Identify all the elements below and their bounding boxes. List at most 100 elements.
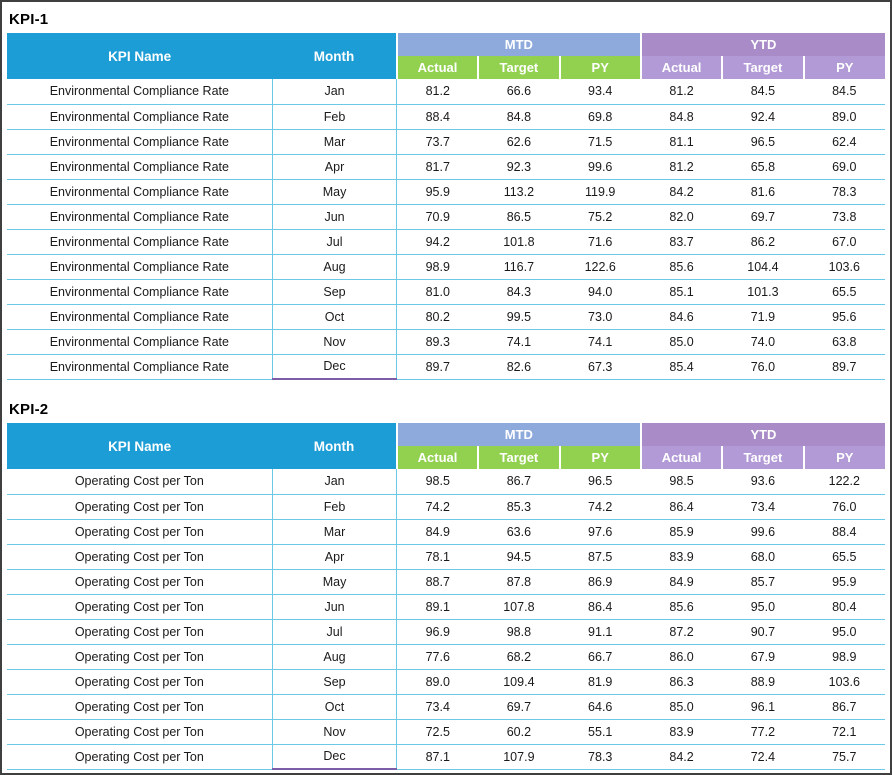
table-row: Environmental Compliance Rate Oct 80.2 99.5… — [7, 304, 885, 330]
kpi-table-1-body: Environmental Compliance Rate Jan 81.2 66.6… — [7, 79, 885, 380]
ytd-actual-cell: 83.9 — [640, 544, 723, 570]
table-gap — [7, 380, 885, 394]
ytd-py-cell: 78.3 — [803, 179, 885, 205]
table-row: Operating Cost per Ton Jul 96.9 98.8 91.1 87.… — [7, 619, 885, 645]
mtd-actual-cell: 89.1 — [396, 594, 479, 620]
mtd-actual-cell: 74.2 — [396, 494, 479, 520]
ytd-actual-cell: 85.0 — [640, 694, 723, 720]
month-cell: Jun — [272, 204, 398, 230]
ytd-target-cell: 101.3 — [722, 279, 804, 305]
ytd-py-cell: 84.5 — [803, 79, 885, 105]
table-row: Environmental Compliance Rate May 95.9 113.… — [7, 179, 885, 205]
mtd-actual-cell: 87.1 — [396, 744, 479, 770]
month-cell: May — [272, 179, 398, 205]
ytd-group-header: YTD — [639, 423, 885, 446]
ytd-target-cell: 76.0 — [722, 354, 804, 380]
ytd-py-cell: 89.7 — [803, 354, 885, 380]
mtd-actual-cell: 98.9 — [396, 254, 479, 280]
mtd-py-cell: 96.5 — [559, 469, 641, 495]
ytd-target-cell: 84.5 — [722, 79, 804, 105]
table-row: Operating Cost per Ton Dec 87.1 107.9 78.3 84… — [7, 744, 885, 770]
mtd-py-cell: 87.5 — [559, 544, 641, 570]
mtd-py-cell: 73.0 — [559, 304, 641, 330]
table-row: Operating Cost per Ton Jun 89.1 107.8 86.4 85… — [7, 594, 885, 620]
ytd-actual-cell: 84.2 — [640, 744, 723, 770]
mtd-py-cell: 78.3 — [559, 744, 641, 770]
ytd-py-cell: 89.0 — [803, 104, 885, 130]
ytd-actual-cell: 84.6 — [640, 304, 723, 330]
kpi-name-cell: Environmental Compliance Rate — [7, 354, 273, 380]
ytd-target-cell: 74.0 — [722, 329, 804, 355]
table-row: Operating Cost per Ton Nov 72.5 60.2 55.1 83.… — [7, 719, 885, 745]
mtd-py-cell: 71.5 — [559, 129, 641, 155]
kpi-name-cell: Environmental Compliance Rate — [7, 204, 273, 230]
mtd-actual-cell: 81.0 — [396, 279, 479, 305]
ytd-target-cell: 86.2 — [722, 229, 804, 255]
month-cell: Jan — [272, 79, 398, 105]
kpi-name-cell: Operating Cost per Ton — [7, 619, 273, 645]
ytd-actual-cell: 85.1 — [640, 279, 723, 305]
table-row: Environmental Compliance Rate Feb 88.4 84.8… — [7, 104, 885, 130]
ytd-target-cell: 90.7 — [722, 619, 804, 645]
month-cell: Oct — [272, 694, 398, 720]
ytd-actual-cell: 85.0 — [640, 329, 723, 355]
ytd-target-cell: 65.8 — [722, 154, 804, 180]
table-row: Environmental Compliance Rate Dec 89.7 82.6… — [7, 354, 885, 380]
mtd-actual-cell: 98.5 — [396, 469, 479, 495]
mtd-actual-cell: 89.0 — [396, 669, 479, 695]
table-row: Environmental Compliance Rate Nov 89.3 74.1… — [7, 329, 885, 355]
mtd-actual-cell: 89.7 — [396, 354, 479, 380]
mtd-actual-cell: 88.7 — [396, 569, 479, 595]
kpi-name-cell: Environmental Compliance Rate — [7, 154, 273, 180]
mtd-actual-cell: 73.4 — [396, 694, 479, 720]
ytd-actual-cell: 86.0 — [640, 644, 723, 670]
table-row: Operating Cost per Ton Oct 73.4 69.7 64.6 85.… — [7, 694, 885, 720]
ytd-py-cell: 95.0 — [803, 619, 885, 645]
ytd-py-cell: 122.2 — [803, 469, 885, 495]
mtd-actual-cell: 94.2 — [396, 229, 479, 255]
kpi-name-cell: Operating Cost per Ton — [7, 519, 273, 545]
ytd-target-header: Target — [721, 446, 804, 469]
kpi-name-cell: Environmental Compliance Rate — [7, 279, 273, 305]
mtd-py-header: PY — [558, 446, 641, 469]
ytd-group-header: YTD — [639, 33, 885, 56]
mtd-py-cell: 93.4 — [559, 79, 641, 105]
mtd-target-cell: 116.7 — [478, 254, 560, 280]
ytd-target-cell: 96.5 — [722, 129, 804, 155]
ytd-py-cell: 103.6 — [803, 669, 885, 695]
ytd-actual-cell: 85.6 — [640, 254, 723, 280]
table-row: Operating Cost per Ton Feb 74.2 85.3 74.2 86.… — [7, 494, 885, 520]
mtd-py-cell: 75.2 — [559, 204, 641, 230]
mtd-target-cell: 82.6 — [478, 354, 560, 380]
kpi-name-cell: Operating Cost per Ton — [7, 569, 273, 595]
mtd-actual-cell: 88.4 — [396, 104, 479, 130]
kpi-name-cell: Environmental Compliance Rate — [7, 179, 273, 205]
ytd-target-cell: 72.4 — [722, 744, 804, 770]
table-row: Environmental Compliance Rate Jan 81.2 66.6… — [7, 79, 885, 105]
month-cell: Nov — [272, 329, 398, 355]
mtd-py-cell: 99.6 — [559, 154, 641, 180]
mtd-py-cell: 55.1 — [559, 719, 641, 745]
table-row: Environmental Compliance Rate Sep 81.0 84.3… — [7, 279, 885, 305]
ytd-target-cell: 88.9 — [722, 669, 804, 695]
ytd-py-cell: 88.4 — [803, 519, 885, 545]
mtd-py-cell: 81.9 — [559, 669, 641, 695]
month-header: Month — [272, 33, 397, 79]
month-cell: Aug — [272, 254, 398, 280]
mtd-py-cell: 94.0 — [559, 279, 641, 305]
kpi-table-1: KPI Name Month MTD YTD Actual Target PY … — [7, 33, 885, 380]
ytd-actual-cell: 83.9 — [640, 719, 723, 745]
mtd-actual-cell: 81.7 — [396, 154, 479, 180]
mtd-target-cell: 94.5 — [478, 544, 560, 570]
ytd-target-cell: 93.6 — [722, 469, 804, 495]
mtd-py-cell: 74.2 — [559, 494, 641, 520]
month-cell: Sep — [272, 669, 398, 695]
month-cell: Oct — [272, 304, 398, 330]
mtd-py-cell: 69.8 — [559, 104, 641, 130]
ytd-py-header: PY — [802, 56, 885, 79]
table-row: Environmental Compliance Rate Apr 81.7 92.3… — [7, 154, 885, 180]
month-cell: Apr — [272, 544, 398, 570]
mtd-actual-cell: 89.3 — [396, 329, 479, 355]
kpi-name-cell: Environmental Compliance Rate — [7, 329, 273, 355]
